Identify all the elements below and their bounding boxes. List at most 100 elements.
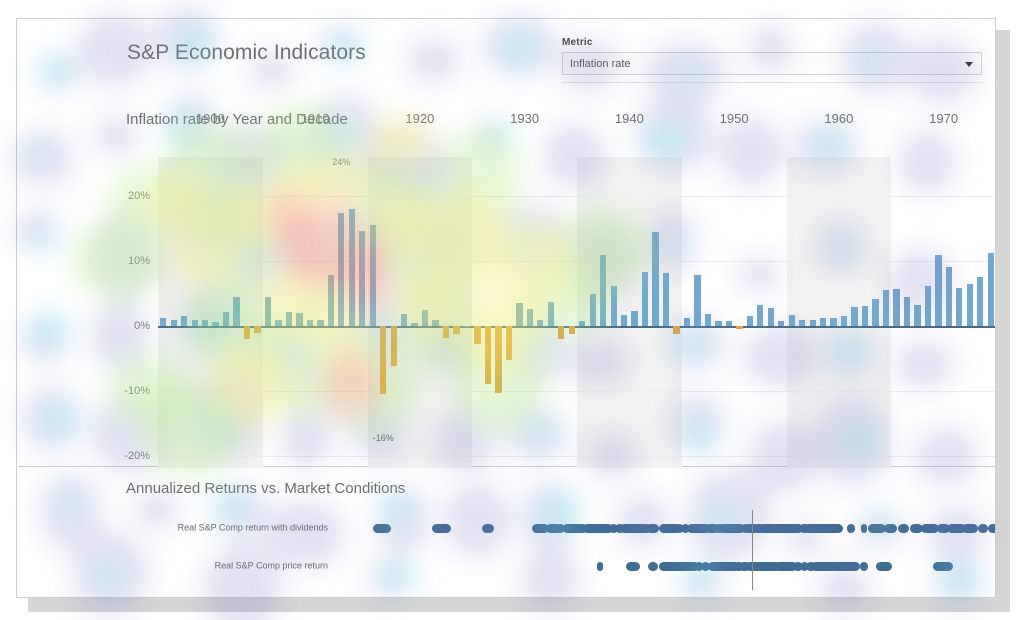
bar[interactable] [736, 326, 742, 329]
bar[interactable] [652, 232, 658, 326]
bar[interactable] [799, 320, 805, 327]
bar[interactable] [233, 297, 239, 326]
bar[interactable] [977, 277, 983, 326]
bar[interactable] [506, 326, 512, 360]
bar[interactable] [904, 297, 910, 326]
bar[interactable] [946, 267, 952, 326]
bar[interactable] [328, 275, 334, 326]
scatter-dot[interactable] [833, 524, 843, 533]
scatter-dot[interactable] [876, 562, 892, 571]
bar[interactable] [810, 320, 816, 327]
bar[interactable] [893, 289, 899, 326]
bar[interactable] [778, 321, 784, 326]
bar[interactable] [265, 297, 271, 326]
bar[interactable] [621, 315, 627, 326]
bar[interactable] [453, 326, 459, 334]
bar[interactable] [495, 326, 501, 393]
bar[interactable] [956, 288, 962, 326]
bar[interactable] [296, 313, 302, 326]
bar[interactable] [914, 305, 920, 326]
scatter-dot[interactable] [597, 562, 604, 571]
bar[interactable] [286, 312, 292, 326]
bar[interactable] [579, 321, 585, 326]
scatter-dot[interactable] [847, 524, 855, 533]
bar[interactable] [464, 326, 470, 327]
bar[interactable] [642, 272, 648, 326]
bar[interactable] [862, 306, 868, 326]
bar[interactable] [317, 320, 323, 327]
returns-plot-area[interactable]: Real S&P Comp return with dividends Real … [336, 510, 996, 590]
bar[interactable] [474, 326, 480, 344]
bar[interactable] [673, 326, 679, 334]
bar[interactable] [569, 326, 575, 334]
scatter-dot[interactable] [646, 524, 659, 533]
bar[interactable] [527, 309, 533, 326]
bar[interactable] [768, 308, 774, 326]
scatter-dot[interactable] [988, 524, 996, 533]
scatter-dot[interactable] [962, 524, 978, 533]
bar[interactable] [851, 307, 857, 326]
bar[interactable] [967, 284, 973, 326]
bar[interactable] [485, 326, 491, 384]
bar[interactable] [275, 320, 281, 326]
bar[interactable] [694, 275, 700, 326]
bar[interactable] [171, 320, 177, 327]
bar[interactable] [590, 294, 596, 327]
scatter-dot[interactable] [482, 524, 494, 533]
bar[interactable] [631, 311, 637, 326]
bar[interactable] [432, 320, 438, 326]
metric-select[interactable]: Inflation rate [562, 52, 982, 75]
bar[interactable] [338, 213, 344, 326]
bar[interactable] [254, 326, 260, 333]
bar[interactable] [820, 318, 826, 326]
bar[interactable] [411, 323, 417, 326]
scatter-dot[interactable] [432, 524, 452, 533]
scatter-dot[interactable] [898, 524, 910, 533]
bar[interactable] [830, 318, 836, 326]
bar[interactable] [705, 314, 711, 326]
bar[interactable] [391, 326, 397, 366]
chevron-down-icon[interactable] [965, 62, 973, 67]
bar[interactable] [611, 286, 617, 326]
bar[interactable] [872, 299, 878, 326]
bar[interactable] [359, 231, 365, 326]
scatter-dot[interactable] [861, 524, 867, 533]
bar[interactable] [841, 316, 847, 326]
bar[interactable] [600, 255, 606, 326]
bar[interactable] [370, 225, 376, 326]
bar[interactable] [988, 253, 994, 326]
bar[interactable] [925, 286, 931, 326]
bar[interactable] [212, 322, 218, 326]
scatter-dot[interactable] [648, 562, 658, 571]
bar[interactable] [349, 209, 355, 326]
bar[interactable] [516, 303, 522, 326]
bar[interactable] [747, 316, 753, 326]
bar[interactable] [422, 310, 428, 326]
bar[interactable] [757, 305, 763, 326]
bar[interactable] [401, 314, 407, 326]
bar[interactable] [935, 255, 941, 327]
bar[interactable] [244, 326, 250, 339]
bar[interactable] [202, 320, 208, 327]
bar[interactable] [789, 315, 795, 326]
bar[interactable] [223, 312, 229, 326]
bar[interactable] [684, 318, 690, 326]
scatter-dot[interactable] [373, 524, 391, 533]
scatter-dot[interactable] [626, 562, 640, 571]
bar[interactable] [537, 320, 543, 327]
bar[interactable] [160, 318, 166, 326]
bar[interactable] [883, 290, 889, 326]
scatter-dot[interactable] [884, 524, 897, 533]
bar[interactable] [558, 326, 564, 339]
bar[interactable] [181, 316, 187, 326]
bar[interactable] [443, 326, 449, 338]
scatter-dot[interactable] [842, 562, 859, 571]
bar[interactable] [726, 321, 732, 326]
bar[interactable] [307, 320, 313, 327]
bar[interactable] [715, 321, 721, 326]
scatter-dot[interactable] [860, 562, 869, 571]
bar[interactable] [192, 320, 198, 326]
bar[interactable] [380, 326, 386, 394]
bar[interactable] [548, 302, 554, 326]
scatter-dot[interactable] [933, 562, 952, 571]
